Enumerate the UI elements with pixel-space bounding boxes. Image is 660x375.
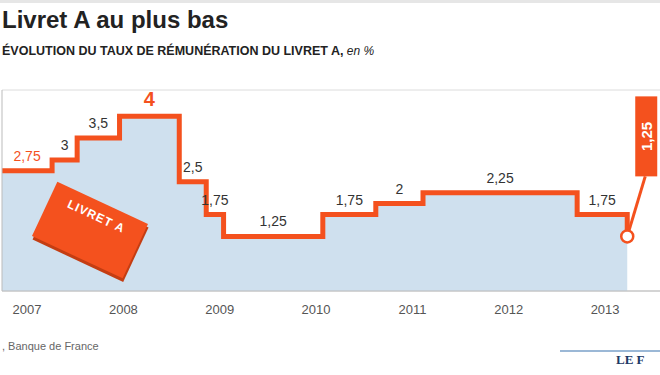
svg-text:1,25: 1,25 [260,213,287,229]
svg-text:3: 3 [61,137,69,153]
svg-text:3,5: 3,5 [89,115,109,131]
svg-text:2008: 2008 [109,302,138,317]
svg-text:1,75: 1,75 [589,192,616,208]
svg-text:4: 4 [144,88,156,110]
svg-text:2009: 2009 [205,302,234,317]
svg-text:2007: 2007 [13,302,42,317]
html-text:Livret A au plus bas: Livret A au plus bas [2,6,229,33]
svg-text:1,75: 1,75 [336,192,363,208]
svg-text:2011: 2011 [398,302,426,317]
html-text:, Banque de France: , Banque de France [2,340,99,352]
svg-text:2,75: 2,75 [13,148,40,164]
svg-text:2010: 2010 [302,302,331,317]
svg-text:2,5: 2,5 [183,159,203,175]
html-text:LIVRET A: LIVRET A [65,196,128,236]
html-text:ÉVOLUTION DU TAUX DE RÉMUNÉRAT: ÉVOLUTION DU TAUX DE RÉMUNÉRATION DU LIV… [2,44,375,58]
svg-text:1,25: 1,25 [638,122,655,151]
html-text:LE F: LE F [616,352,645,367]
svg-text:2: 2 [396,181,404,197]
svg-text:2,25: 2,25 [486,170,513,186]
svg-text:1,75: 1,75 [201,192,228,208]
svg-text:2013: 2013 [591,302,620,317]
svg-text:2012: 2012 [494,302,523,317]
